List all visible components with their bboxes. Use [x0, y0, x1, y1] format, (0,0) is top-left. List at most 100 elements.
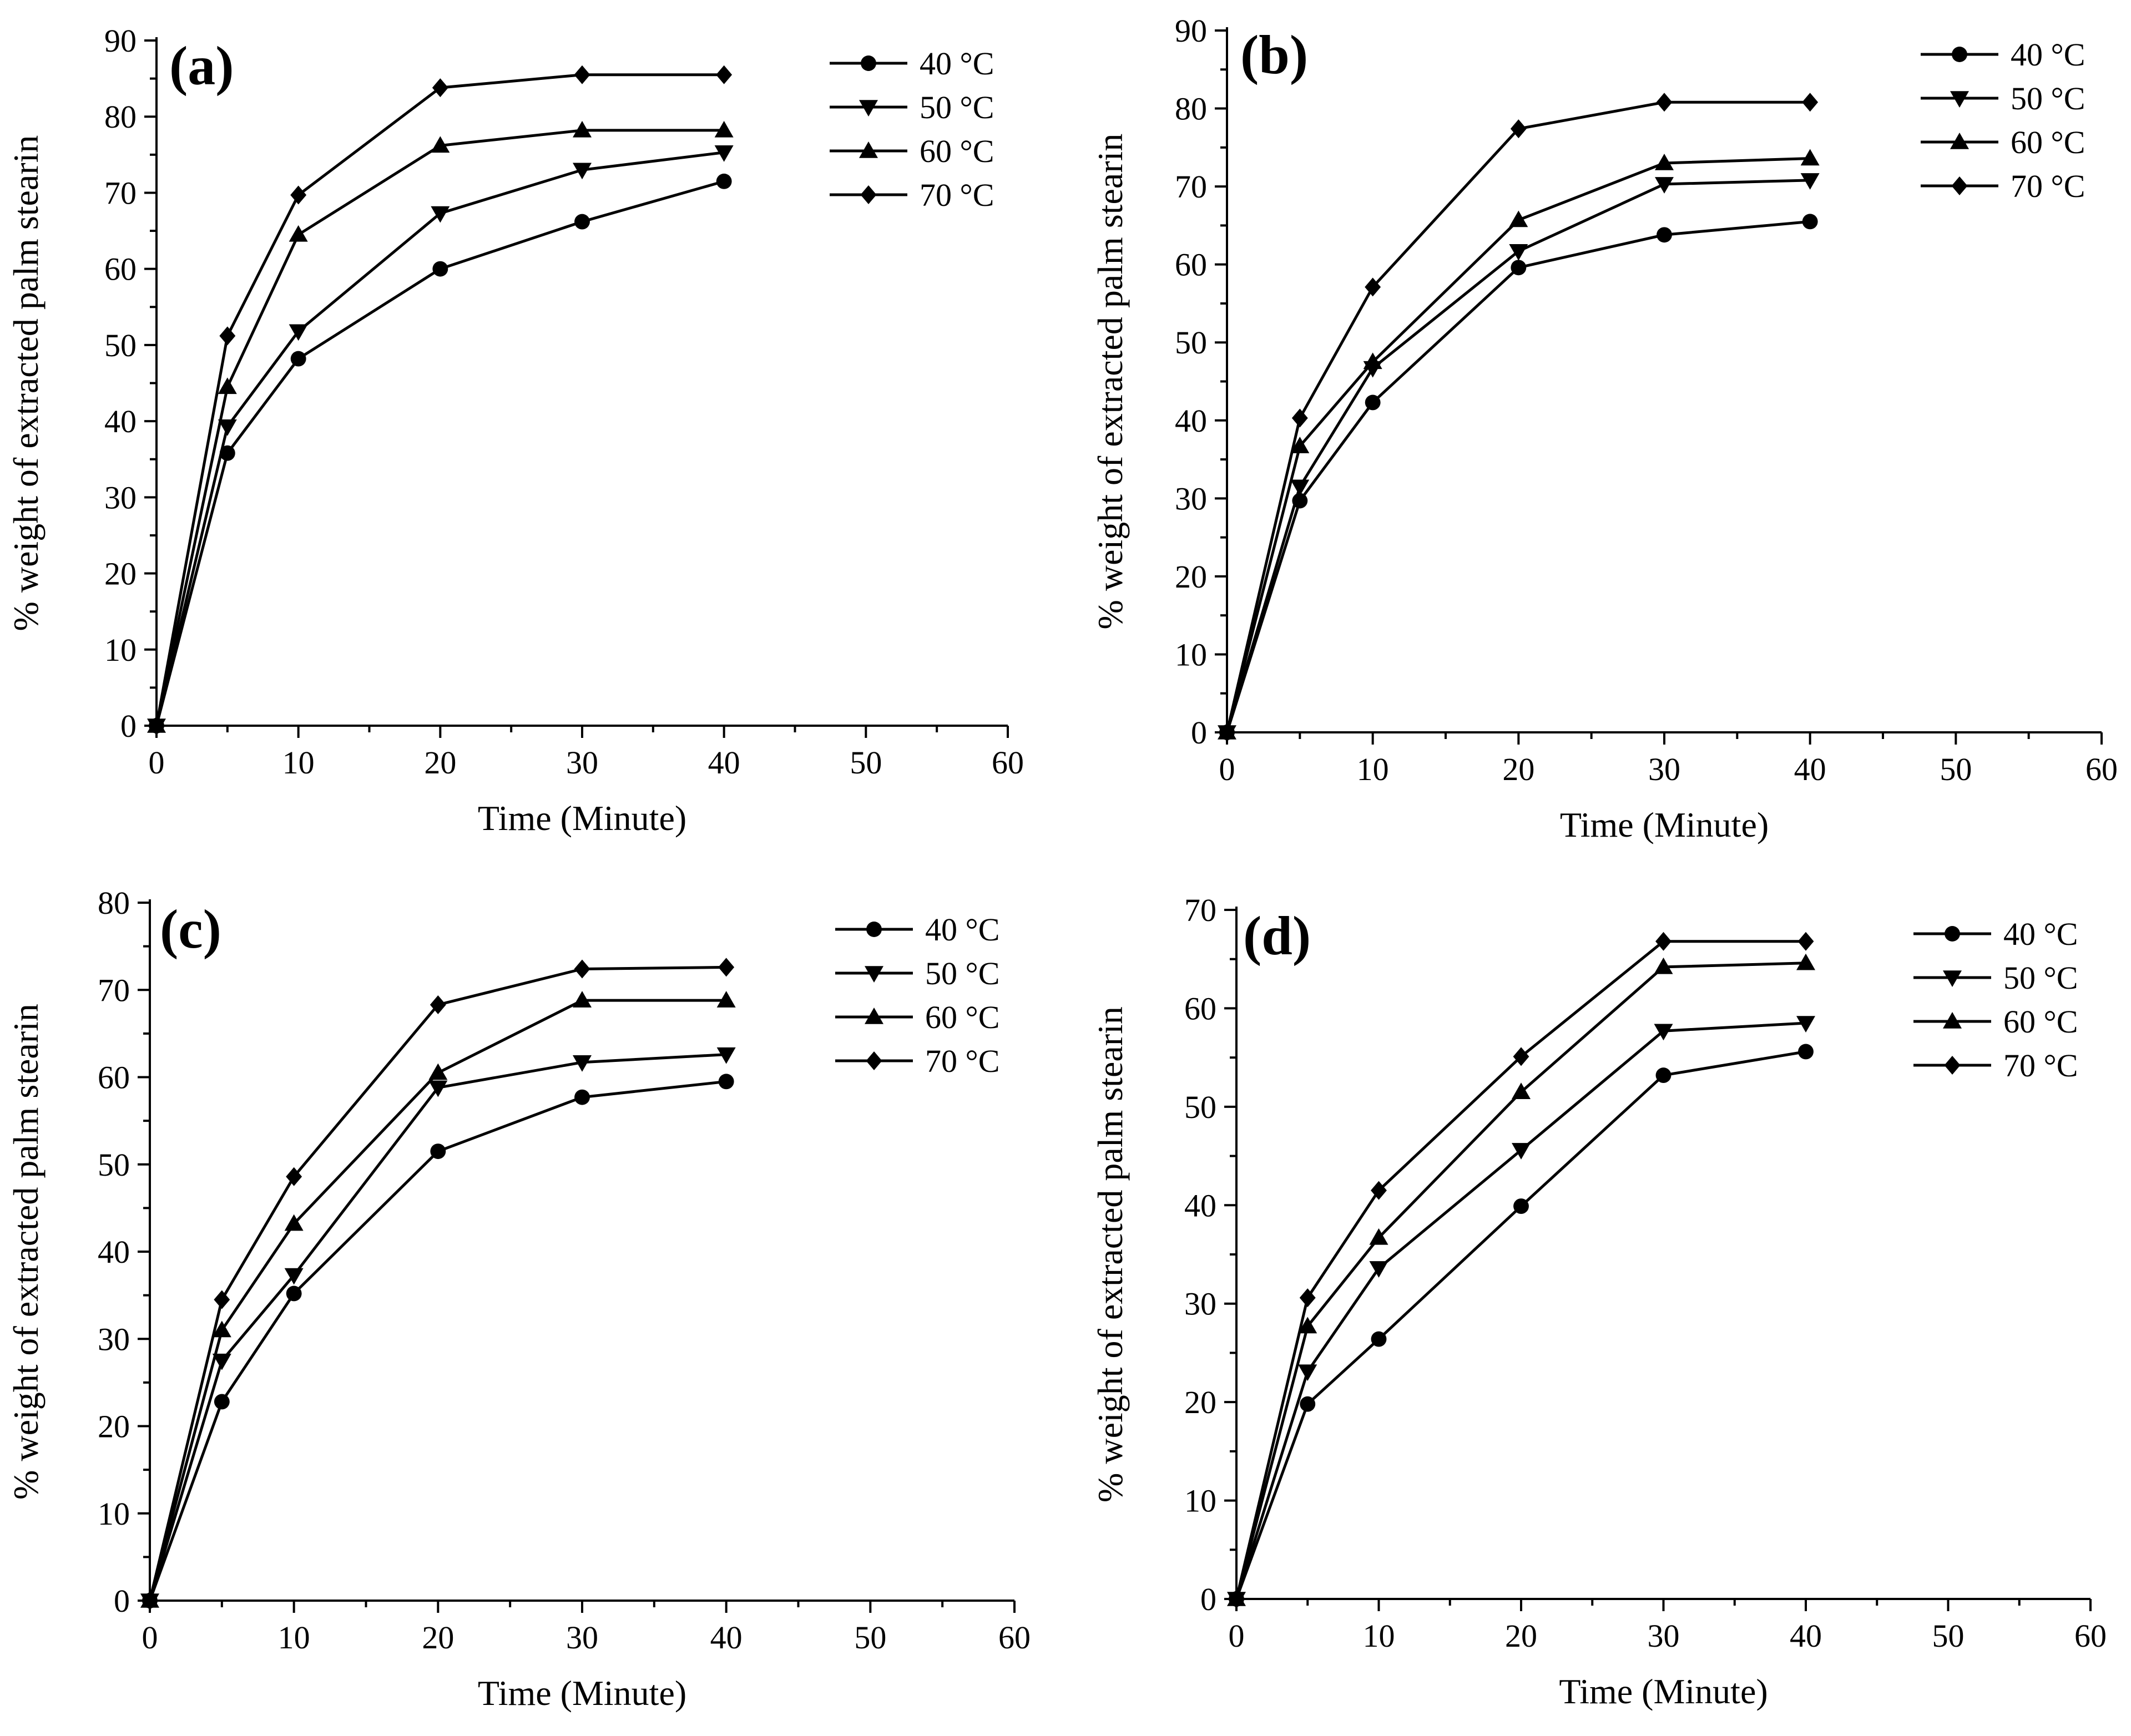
chart-panel-c: 0 10 20 30 40 50 60 0 10 20 30 40 50 60 70 80 Time (Minu…	[6, 885, 1031, 1713]
legend-entry: 70 °C	[1913, 1047, 2078, 1084]
series-50c	[147, 145, 734, 735]
data-point	[289, 324, 308, 341]
legend-marker	[860, 185, 877, 204]
data-point	[1796, 953, 1815, 970]
data-point	[1369, 1261, 1388, 1278]
data-point	[714, 145, 734, 162]
y-tick-label: 50	[98, 1147, 130, 1183]
legend-entry: 50 °C	[1921, 80, 2085, 117]
y-tick-label: 20	[1175, 559, 1207, 595]
y-axis-title: % weight of extracted palm stearin	[6, 1004, 46, 1500]
x-tick-label: 30	[566, 1619, 598, 1656]
legend-label: 60 °C	[925, 999, 999, 1035]
legend-entry: 60 °C	[830, 133, 994, 169]
data-point	[1371, 1331, 1387, 1347]
x-tick-label: 0	[1219, 751, 1235, 787]
data-point	[574, 1089, 590, 1105]
data-point	[432, 261, 448, 277]
x-tick-label: 60	[2085, 751, 2118, 787]
x-tick-label: 20	[1505, 1618, 1537, 1654]
data-point	[718, 958, 735, 977]
x-tick-label: 50	[850, 745, 882, 781]
legend-label: 50 °C	[2011, 80, 2085, 117]
legend-marker	[1952, 47, 1967, 62]
x-tick-label: 40	[1790, 1618, 1822, 1654]
series-70c	[148, 65, 733, 735]
data-point	[716, 65, 733, 84]
x-axis-title: Time (Minute)	[478, 1673, 686, 1713]
x-tick-label: 50	[854, 1619, 886, 1656]
panel-label: (d)	[1243, 905, 1311, 966]
chart-panel-a: 0 10 20 30 40 50 60 0 10 20 30 40 50 60 70 80 90 Time (Mi…	[6, 23, 1024, 838]
legend-marker	[861, 55, 876, 71]
legend-marker	[1943, 1012, 1962, 1029]
data-point	[218, 419, 237, 436]
data-point	[716, 1047, 736, 1064]
data-point	[219, 326, 236, 346]
series-line	[148, 1053, 726, 1601]
data-point	[431, 136, 450, 153]
x-tick-label: 40	[710, 1619, 743, 1656]
data-point	[1371, 1181, 1387, 1200]
legend-entry: 50 °C	[1913, 960, 2078, 996]
legend-label: 70 °C	[920, 177, 994, 213]
legend-marker	[865, 1008, 883, 1024]
data-point	[430, 995, 446, 1014]
legend-marker	[866, 1051, 882, 1070]
y-tick-label: 40	[98, 1234, 130, 1270]
y-tick-label: 70	[1184, 892, 1216, 928]
series-line	[1235, 1050, 1806, 1600]
x-tick-label: 40	[708, 745, 740, 781]
data-point	[290, 185, 307, 205]
y-tick-label: 20	[98, 1409, 130, 1445]
legend-entry: 40 °C	[835, 912, 999, 948]
data-point	[1290, 437, 1310, 453]
y-tick-label: 10	[104, 632, 137, 668]
legend-entry: 40 °C	[830, 45, 994, 82]
data-point	[212, 1353, 231, 1370]
series-70c	[1228, 932, 1814, 1608]
x-tick-label: 50	[1932, 1618, 1965, 1654]
series-line	[1225, 179, 1810, 733]
y-tick-label: 60	[98, 1060, 130, 1096]
legend-label: 70 °C	[2011, 168, 2085, 204]
legend-label: 70 °C	[925, 1043, 999, 1079]
data-point	[286, 1167, 302, 1186]
data-point	[284, 1214, 304, 1231]
data-point	[1800, 149, 1820, 166]
data-point	[218, 377, 237, 394]
data-point	[716, 173, 732, 189]
data-point	[1298, 1364, 1317, 1381]
legend-marker	[1950, 133, 1969, 149]
data-point	[214, 1290, 230, 1309]
series-50c	[140, 1047, 736, 1610]
series-40c	[149, 173, 732, 733]
series-70c	[1219, 93, 1819, 742]
data-point	[1509, 210, 1528, 227]
data-point	[1291, 408, 1308, 428]
legend-label: 40 °C	[2003, 916, 2078, 952]
data-point	[573, 120, 592, 138]
y-tick-label: 50	[1175, 325, 1207, 361]
y-tick-label: 0	[1191, 715, 1207, 751]
x-tick-label: 20	[422, 1619, 454, 1656]
legend-entry: 60 °C	[1921, 124, 2085, 160]
y-tick-label: 10	[1184, 1483, 1216, 1519]
series-line	[155, 73, 724, 726]
x-tick-label: 30	[1648, 1618, 1680, 1654]
series-line	[155, 151, 724, 726]
data-point	[1656, 93, 1673, 112]
data-point	[1369, 1228, 1388, 1245]
chart-panel-d: 0 10 20 30 40 50 60 0 10 20 30 40 50 60 70 Time (Minute…	[1090, 892, 2107, 1711]
legend-label: 40 °C	[2011, 37, 2085, 73]
data-point	[718, 1074, 734, 1090]
series-40c	[142, 1074, 734, 1608]
data-point	[1796, 1016, 1815, 1033]
legend-label: 40 °C	[920, 45, 994, 82]
data-point	[1797, 932, 1814, 951]
legend-label: 50 °C	[2003, 960, 2078, 996]
y-tick-label: 0	[120, 708, 137, 744]
legend-marker	[1945, 926, 1960, 942]
legend-entry: 70 °C	[830, 177, 994, 213]
chart-panel-b: 0 10 20 30 40 50 60 0 10 20 30 40 50 60 70 80 90 Time (Mi…	[1090, 13, 2118, 844]
